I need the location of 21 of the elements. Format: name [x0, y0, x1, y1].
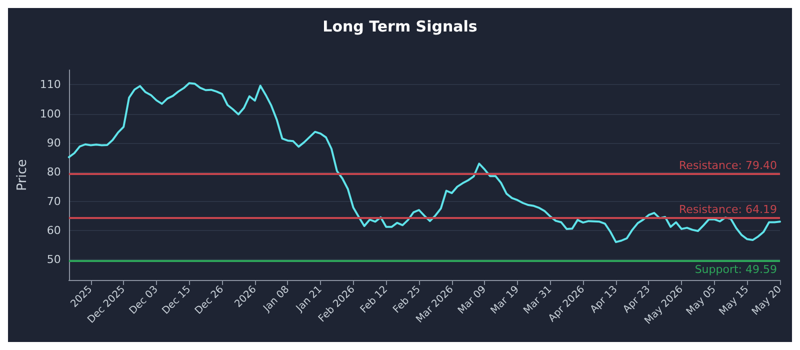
x-tick-label: Dec 26 [193, 284, 226, 317]
x-tick-label: Apr 13 [588, 284, 620, 316]
y-tick-label: 100 [40, 107, 61, 120]
x-tick-label: Mar 09 [456, 284, 489, 316]
y-tick-label: 110 [40, 78, 61, 92]
x-tick-label: Feb 12 [358, 284, 390, 316]
ref-line-label: Support: 49.59 [694, 262, 777, 276]
y-tick-label: 60 [46, 224, 61, 237]
x-tick-label: Dec 03 [128, 284, 160, 317]
ref-line-label: Resistance: 64.19 [679, 203, 777, 216]
y-tick-label: 80 [46, 166, 61, 179]
ref-line-label: Resistance: 79.40 [679, 158, 777, 172]
chart-title: Long Term Signals [322, 18, 478, 36]
y-tick-label: 90 [46, 136, 61, 150]
y-tick-label: 50 [46, 253, 61, 266]
x-tick-label: Jan 08 [260, 284, 292, 315]
y-tick-label: 70 [46, 194, 61, 208]
y-axis-title: Price [15, 159, 30, 191]
x-tick-label: Mar 19 [489, 284, 522, 316]
line-series [68, 82, 781, 244]
x-tick-label: Dec 15 [160, 284, 194, 317]
